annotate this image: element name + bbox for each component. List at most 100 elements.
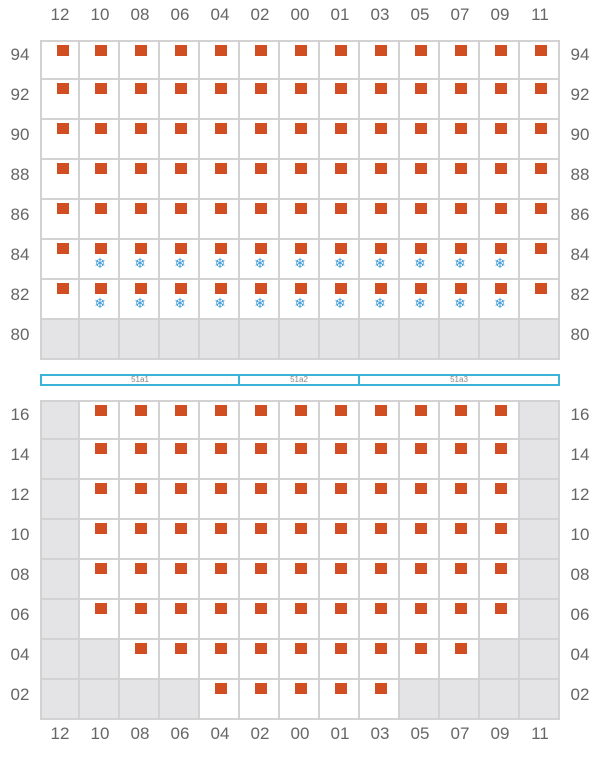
slot[interactable]	[480, 600, 520, 640]
slot[interactable]	[360, 480, 400, 520]
slot[interactable]	[360, 400, 400, 440]
slot[interactable]	[480, 400, 520, 440]
slot[interactable]	[40, 80, 80, 120]
slot[interactable]: ❄	[360, 240, 400, 280]
slot[interactable]: ❄	[200, 240, 240, 280]
slot[interactable]	[520, 200, 560, 240]
slot[interactable]	[360, 40, 400, 80]
slot[interactable]	[120, 560, 160, 600]
slot[interactable]	[320, 680, 360, 720]
slot[interactable]	[120, 160, 160, 200]
slot[interactable]	[360, 120, 400, 160]
slot[interactable]	[80, 160, 120, 200]
slot[interactable]	[440, 80, 480, 120]
slot[interactable]	[40, 240, 80, 280]
slot[interactable]	[200, 80, 240, 120]
slot[interactable]	[400, 600, 440, 640]
slot[interactable]	[400, 80, 440, 120]
slot[interactable]	[280, 80, 320, 120]
slot[interactable]	[520, 40, 560, 80]
slot[interactable]	[480, 200, 520, 240]
slot[interactable]	[320, 120, 360, 160]
slot[interactable]	[160, 480, 200, 520]
slot[interactable]: ❄	[320, 280, 360, 320]
slot[interactable]	[440, 400, 480, 440]
slot[interactable]	[280, 640, 320, 680]
slot[interactable]	[200, 600, 240, 640]
slot[interactable]: ❄	[320, 240, 360, 280]
zone-51a1[interactable]: 51a1	[40, 374, 240, 386]
slot[interactable]	[240, 80, 280, 120]
slot[interactable]	[360, 600, 400, 640]
slot[interactable]	[480, 440, 520, 480]
slot[interactable]	[480, 120, 520, 160]
slot[interactable]	[320, 480, 360, 520]
slot[interactable]	[120, 400, 160, 440]
slot[interactable]	[440, 480, 480, 520]
slot[interactable]	[240, 560, 280, 600]
slot[interactable]	[520, 160, 560, 200]
slot[interactable]	[120, 200, 160, 240]
slot[interactable]	[240, 120, 280, 160]
slot[interactable]	[120, 80, 160, 120]
slot[interactable]	[280, 160, 320, 200]
slot[interactable]	[320, 560, 360, 600]
slot[interactable]	[80, 440, 120, 480]
slot[interactable]	[80, 400, 120, 440]
slot[interactable]	[400, 120, 440, 160]
slot[interactable]	[400, 200, 440, 240]
slot[interactable]	[320, 400, 360, 440]
slot[interactable]	[400, 40, 440, 80]
slot[interactable]	[400, 520, 440, 560]
slot[interactable]	[320, 80, 360, 120]
slot[interactable]	[80, 600, 120, 640]
slot[interactable]	[160, 120, 200, 160]
slot[interactable]	[520, 280, 560, 320]
slot[interactable]: ❄	[480, 240, 520, 280]
slot[interactable]	[440, 120, 480, 160]
slot[interactable]	[200, 120, 240, 160]
slot[interactable]	[120, 120, 160, 160]
slot[interactable]	[360, 80, 400, 120]
slot[interactable]	[120, 640, 160, 680]
slot[interactable]	[320, 160, 360, 200]
slot[interactable]	[160, 560, 200, 600]
slot[interactable]: ❄	[200, 280, 240, 320]
slot[interactable]	[160, 80, 200, 120]
slot[interactable]: ❄	[120, 240, 160, 280]
slot[interactable]	[480, 40, 520, 80]
slot[interactable]	[280, 400, 320, 440]
slot[interactable]	[240, 40, 280, 80]
slot[interactable]	[80, 200, 120, 240]
slot[interactable]	[440, 560, 480, 600]
slot[interactable]	[40, 200, 80, 240]
slot[interactable]	[240, 160, 280, 200]
slot[interactable]	[360, 640, 400, 680]
slot[interactable]	[80, 560, 120, 600]
slot[interactable]	[360, 200, 400, 240]
slot[interactable]	[440, 440, 480, 480]
slot[interactable]	[480, 560, 520, 600]
slot[interactable]	[80, 80, 120, 120]
slot[interactable]	[440, 160, 480, 200]
slot[interactable]	[360, 440, 400, 480]
slot[interactable]	[40, 160, 80, 200]
slot[interactable]	[160, 160, 200, 200]
slot[interactable]	[480, 80, 520, 120]
slot[interactable]	[200, 40, 240, 80]
slot[interactable]: ❄	[160, 280, 200, 320]
slot[interactable]	[120, 40, 160, 80]
slot[interactable]	[240, 520, 280, 560]
slot[interactable]	[440, 200, 480, 240]
slot[interactable]	[240, 600, 280, 640]
slot[interactable]	[320, 200, 360, 240]
slot[interactable]: ❄	[80, 240, 120, 280]
zone-51a3[interactable]: 51a3	[360, 374, 560, 386]
slot[interactable]	[120, 520, 160, 560]
slot[interactable]	[440, 40, 480, 80]
slot[interactable]	[280, 440, 320, 480]
slot[interactable]	[400, 640, 440, 680]
zone-51a2[interactable]: 51a2	[240, 374, 360, 386]
slot[interactable]	[200, 200, 240, 240]
slot[interactable]	[160, 440, 200, 480]
